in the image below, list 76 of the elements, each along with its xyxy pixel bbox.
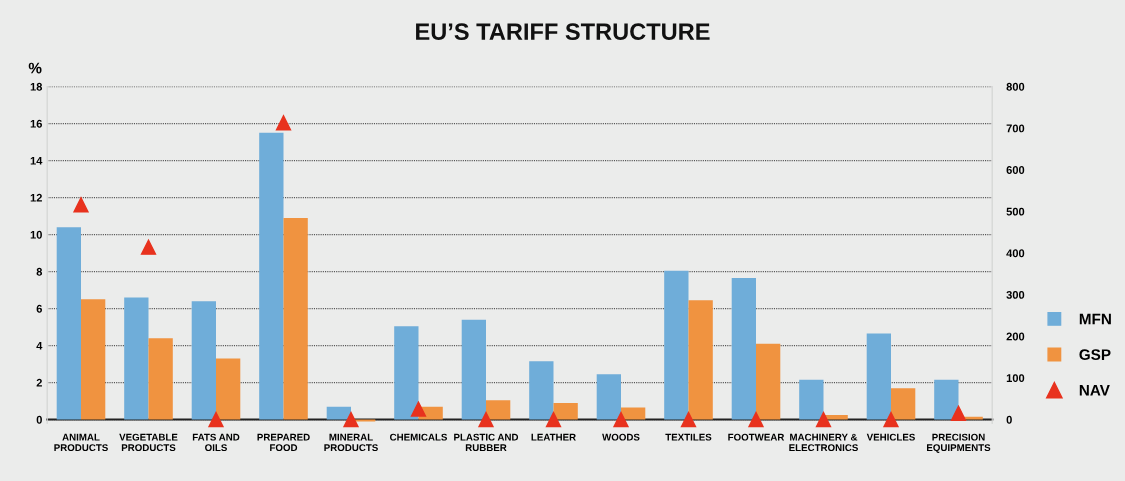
y-tick-label: 18 — [30, 82, 43, 91]
bar — [326, 406, 351, 420]
legend-label: GSP — [1079, 349, 1111, 361]
point — [140, 239, 157, 255]
bar — [124, 297, 149, 420]
bar — [56, 227, 81, 420]
y2-tick-label: 700 — [1006, 124, 1025, 133]
x-tick-label: TEXTILES — [665, 433, 712, 441]
y-tick-label: 12 — [30, 193, 42, 202]
point — [748, 411, 764, 428]
x-tick-label: CHEMICALS — [390, 433, 448, 441]
x-tick-label: VEGETABLE PRODUCTS — [119, 433, 178, 452]
bar — [596, 374, 621, 420]
x-tick-label: MACHINERY & ELECTRONICS — [789, 433, 858, 452]
y2-tick-label: 300 — [1006, 290, 1025, 299]
y2-tick-label: 400 — [1006, 249, 1025, 258]
point — [680, 411, 697, 428]
chart-title: EU’S TARIFF STRUCTURE — [416, 23, 710, 41]
point — [545, 411, 562, 428]
y2-tick-label: 600 — [1006, 166, 1025, 174]
y2-tick-label: 500 — [1006, 207, 1025, 216]
bar — [621, 407, 646, 420]
bar — [553, 402, 578, 420]
bar — [934, 379, 959, 420]
bar — [529, 361, 554, 420]
bar — [216, 358, 241, 420]
point — [208, 411, 224, 428]
bar — [283, 217, 308, 420]
y-tick-label: 4 — [36, 341, 43, 350]
point — [613, 411, 629, 428]
x-tick-label: MINERAL PRODUCTS — [324, 433, 378, 452]
bar — [81, 299, 106, 420]
y2-tick-label: 100 — [1006, 374, 1025, 383]
y-tick-label: 10 — [30, 230, 42, 239]
y-axis-title: % — [28, 62, 42, 74]
bar — [259, 132, 284, 420]
point — [343, 411, 359, 428]
point — [950, 405, 967, 421]
y2-tick-label: 0 — [1006, 415, 1012, 424]
x-tick-label: ANIMAL PRODUCTS — [54, 433, 108, 452]
x-tick-label: VEHICLES — [866, 433, 915, 441]
y-tick-label: 6 — [36, 304, 42, 313]
y2-tick-label: 200 — [1006, 332, 1025, 341]
bar — [891, 388, 916, 420]
x-tick-label: FOOTWEAR — [728, 433, 785, 441]
x-tick-label: WOODS — [602, 433, 640, 441]
y-tick-label: 16 — [30, 119, 42, 128]
bar — [688, 300, 713, 420]
point — [73, 197, 89, 213]
point — [410, 401, 427, 417]
point — [478, 411, 494, 428]
x-tick-label: PREPARED FOOD — [257, 433, 310, 452]
y-tick-label: 2 — [36, 378, 42, 387]
legend-label: NAV — [1079, 385, 1110, 396]
point — [815, 411, 832, 428]
x-tick-label: PRECISION EQUIPMENTS — [927, 433, 991, 453]
y-tick-label: 0 — [36, 415, 42, 424]
bar — [866, 333, 891, 420]
bar — [486, 400, 511, 420]
bar — [394, 326, 419, 420]
y2-tick-label: 800 — [1006, 82, 1025, 91]
y-tick-label: 14 — [30, 156, 43, 165]
bar — [148, 338, 173, 420]
bar — [731, 278, 756, 420]
point — [883, 411, 899, 428]
legend-label: MFN — [1079, 313, 1111, 325]
y-tick-label: 8 — [36, 267, 43, 276]
bar — [799, 379, 824, 420]
bar — [461, 319, 486, 420]
bar — [756, 343, 781, 420]
x-tick-label: FATS AND OILS — [192, 433, 240, 452]
point — [275, 115, 292, 131]
x-tick-label: PLASTIC AND RUBBER — [454, 433, 519, 452]
bar — [664, 270, 689, 420]
bar — [191, 301, 216, 420]
x-tick-label: LEATHER — [531, 433, 576, 441]
